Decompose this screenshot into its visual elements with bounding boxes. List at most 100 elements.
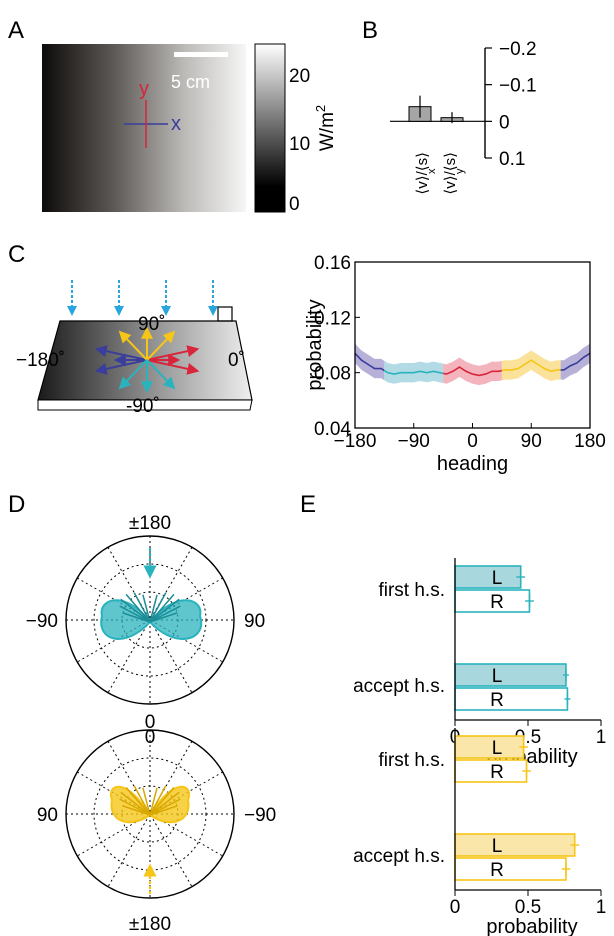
panel-e-bar-letter: R	[490, 860, 504, 881]
colorbar-unit: W/m2	[313, 105, 338, 151]
heading-x-axis-label: heading	[437, 453, 508, 475]
heading-xtick-label: 90	[521, 431, 542, 452]
panel-e-category-label: first h.s.	[378, 750, 445, 771]
colorbar-unit-text: W/m	[317, 112, 338, 151]
panel-b-label: B	[362, 17, 378, 44]
polar-rose-line	[125, 593, 151, 623]
panel-e-category-label: accept h.s.	[353, 676, 445, 697]
light-source-box	[217, 306, 233, 322]
y-axis-letter: y	[139, 78, 149, 100]
panel-e-bar-letter: R	[490, 592, 504, 613]
polar-rose-line	[119, 605, 151, 623]
polar-grid-spoke	[107, 547, 193, 693]
angle-label-neg90: -90˚	[126, 396, 160, 417]
colorbar-tick-10: 10	[289, 134, 310, 155]
panel-b-ytick-label: −0.2	[499, 39, 537, 60]
heading-band-blue	[355, 343, 385, 381]
polar-rose-line	[149, 593, 175, 623]
polar-rose-line	[149, 592, 167, 623]
heading-band-red	[443, 357, 502, 386]
light-field-image	[42, 44, 246, 212]
polar-rose-line	[122, 805, 151, 816]
colorbar-tick-20: 20	[289, 66, 310, 87]
polar-bottom-rose-lines	[119, 785, 181, 816]
panel-e-category-label: accept h.s.	[353, 846, 445, 867]
polar-rose-line	[149, 605, 181, 623]
heading-xtick-label: 0	[467, 431, 478, 452]
heading-y-axis-label: probability	[304, 299, 326, 390]
polar-bottom-label-bottom: ±180	[129, 914, 171, 935]
panel-e-xtick-label: 1	[596, 897, 607, 918]
polar-grid-spoke	[107, 547, 193, 693]
polar-top-lobe-left	[100, 599, 152, 640]
heading-arrow-red	[146, 345, 200, 361]
panel-c-label: C	[8, 241, 25, 268]
bar-label-vx-text: ⟨v⟩/⟨s⟩	[414, 152, 431, 195]
colorbar	[254, 43, 286, 213]
panel-e-xtick-label: 0.5	[515, 897, 541, 918]
polar-top-label-top: ±180	[129, 513, 171, 534]
heading-line-red	[442, 366, 503, 377]
panel-e-bar-letter: L	[492, 666, 503, 687]
heading-arrow-yellow	[146, 330, 176, 361]
polar-rose-line	[125, 786, 151, 816]
heading-arrow-blue	[94, 345, 148, 361]
polar-rose-line	[119, 798, 151, 816]
polar-grid-spoke	[77, 577, 223, 663]
panel-e-bar	[454, 663, 567, 687]
svg-text:W/m2: W/m2	[313, 105, 338, 151]
polar-top-label-right: 90	[244, 611, 265, 632]
polar-plot-top: ±180 −90 90 0	[26, 513, 265, 733]
angle-label-neg180: −180˚	[16, 350, 65, 371]
panel-e-category-label: first h.s.	[378, 580, 445, 601]
panel-e-bar-letter: R	[490, 762, 504, 783]
heading-line-yellow	[501, 359, 561, 373]
polar-grid-spoke	[107, 741, 193, 887]
polar-bottom-label-left: 90	[37, 805, 58, 826]
polar-rose-line	[149, 787, 158, 816]
polar-top-rose	[100, 592, 203, 640]
polar-plot-bottom: 0 90 −90 ±180	[37, 727, 276, 935]
panel-e-bar	[454, 687, 569, 711]
polar-top-label-bottom: 0	[145, 712, 156, 733]
polar-rose-line	[149, 805, 178, 816]
polar-rose-line	[142, 594, 151, 623]
heading-arrow-yellow	[118, 330, 148, 361]
polar-rose-line	[149, 798, 181, 816]
heading-xtick-label: −90	[398, 431, 430, 452]
heading-ytick-label: 0.16	[314, 253, 351, 274]
bar-label-vy: ⟨v⟩/⟨s⟩ y	[442, 152, 466, 195]
polar-bottom-label-top: 0	[145, 727, 156, 748]
polar-top-rose-lines	[119, 592, 181, 623]
panel-e-bar	[454, 565, 522, 589]
polar-grid-spoke	[77, 771, 223, 857]
panel-b-chart: −0.2 −0.1 0 0.1	[390, 39, 537, 170]
polar-rose-line	[149, 612, 178, 623]
panel-e-bar-letter: L	[492, 738, 503, 759]
polar-bottom-label-right: −90	[244, 805, 276, 826]
panel-e-xtick-label: 0	[450, 897, 461, 918]
polar-rose-line	[149, 598, 180, 623]
polar-rose-line	[149, 594, 158, 623]
heading-band-blue	[560, 343, 590, 380]
polar-bottom-outline	[65, 729, 235, 899]
light-arrows	[67, 280, 218, 316]
svg-text:⟨v⟩/⟨s⟩: ⟨v⟩/⟨s⟩	[442, 152, 459, 195]
polar-top-label-left: −90	[26, 611, 58, 632]
angle-label-0: 0˚	[228, 350, 245, 371]
polar-rose-line	[120, 598, 151, 623]
panel-e-bar-letter: R	[490, 690, 504, 711]
heading-arrow-teal	[146, 359, 176, 390]
panel-e-bar-letter: L	[492, 568, 503, 589]
colorbar-tick-0: 0	[289, 194, 300, 215]
panel-e-bar	[454, 735, 525, 759]
arena-edge	[37, 399, 253, 411]
bar-label-vy-sub: y	[454, 168, 466, 174]
panel-b-ytick-label: −0.1	[499, 76, 537, 97]
heading-chart-frame	[354, 261, 591, 429]
heading-ytick-label: 0.08	[314, 364, 351, 385]
heading-arrow-blue	[94, 359, 148, 375]
colorbar-unit-sup: 2	[313, 105, 328, 112]
